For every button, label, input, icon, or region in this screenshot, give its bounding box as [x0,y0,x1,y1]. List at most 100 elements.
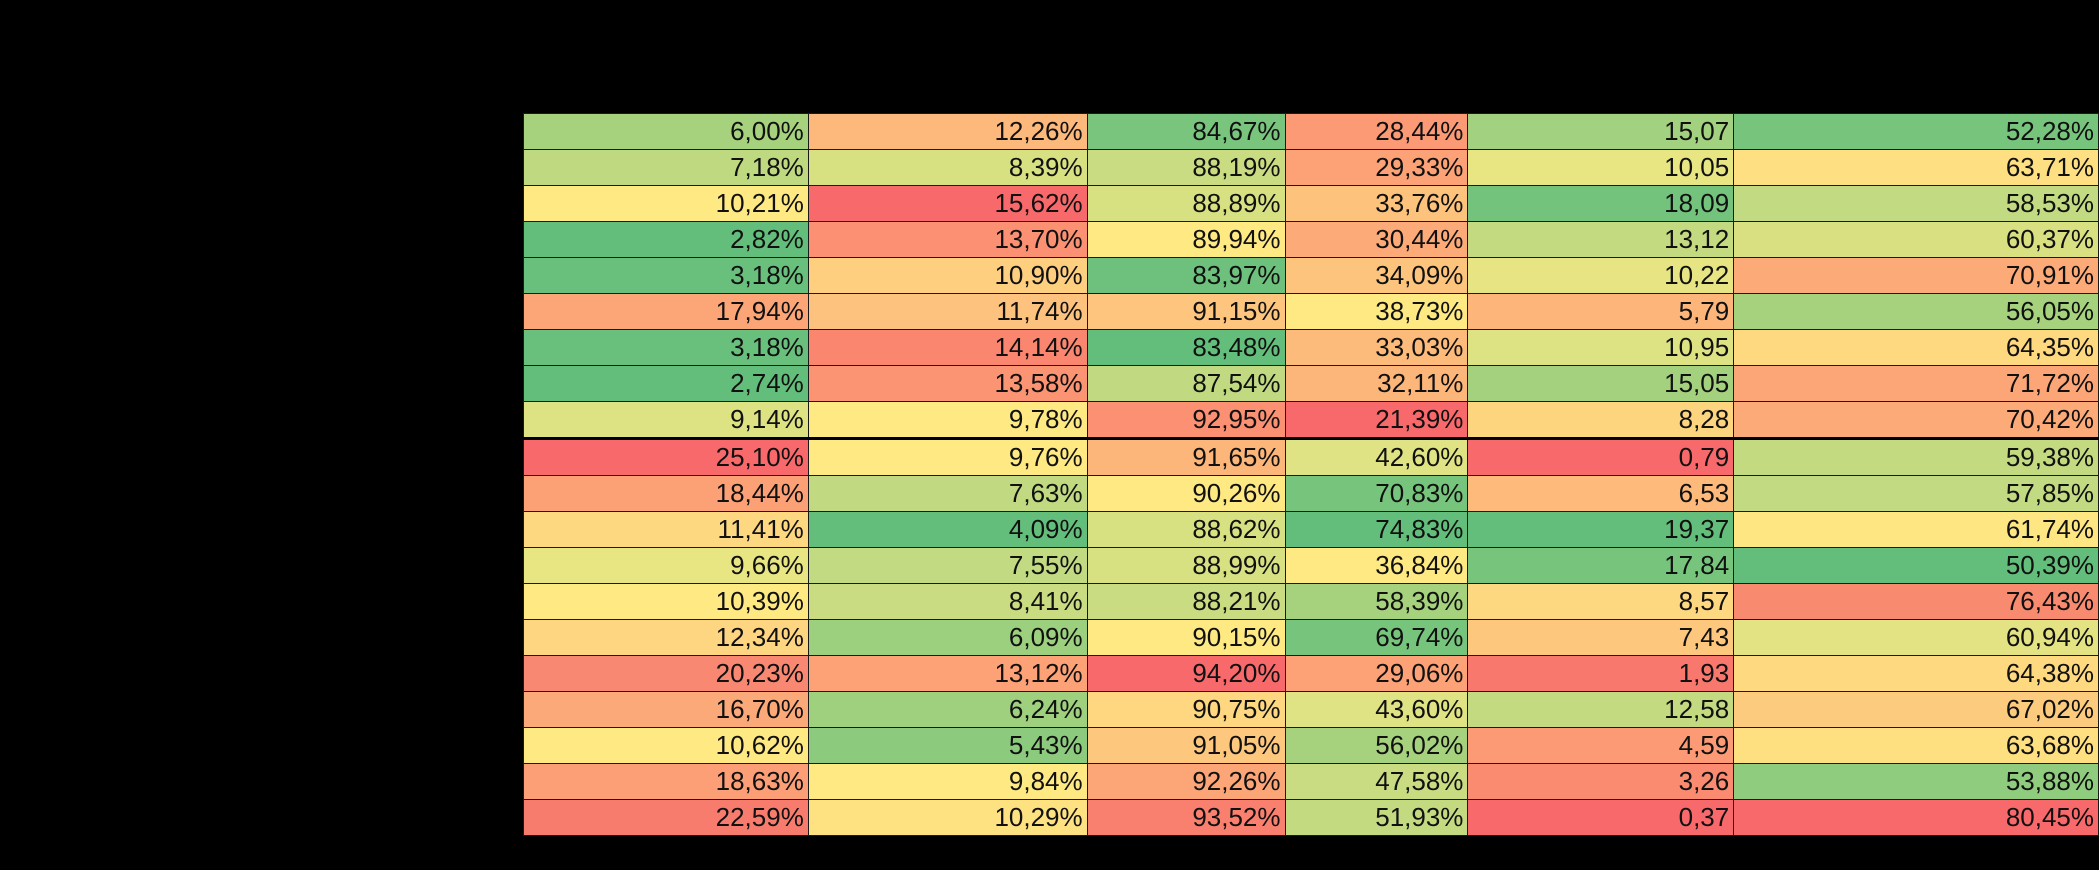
table-cell[interactable]: 92,95% [1086,401,1286,439]
table-cell[interactable]: 10,95 [1467,329,1735,366]
table-cell[interactable]: 8,57 [1467,583,1735,620]
table-cell[interactable]: 32,11% [1284,365,1469,402]
table-cell[interactable]: 88,99% [1086,547,1286,584]
table-cell[interactable]: 13,70% [807,221,1088,258]
table-cell[interactable]: 70,42% [1733,401,2099,439]
table-cell[interactable]: 34,09% [1284,257,1469,294]
table-cell[interactable]: 9,84% [807,763,1088,800]
table-cell[interactable]: 90,26% [1086,475,1286,512]
table-cell[interactable]: 84,67% [1086,113,1286,150]
table-cell[interactable]: 3,18% [523,257,809,294]
table-cell[interactable]: 58,53% [1733,185,2099,222]
table-cell[interactable]: 15,62% [807,185,1088,222]
table-cell[interactable]: 70,91% [1733,257,2099,294]
table-cell[interactable]: 10,21% [523,185,809,222]
table-cell[interactable]: 83,48% [1086,329,1286,366]
table-cell[interactable]: 47,58% [1284,763,1469,800]
table-cell[interactable]: 4,59 [1467,727,1735,764]
table-cell[interactable]: 2,82% [523,221,809,258]
table-cell[interactable]: 91,15% [1086,293,1286,330]
table-cell[interactable]: 76,43% [1733,583,2099,620]
table-cell[interactable]: 5,43% [807,727,1088,764]
table-cell[interactable]: 1,93 [1467,655,1735,692]
table-cell[interactable]: 92,26% [1086,763,1286,800]
table-cell[interactable]: 13,58% [807,365,1088,402]
table-cell[interactable]: 7,18% [523,149,809,186]
table-cell[interactable]: 88,62% [1086,511,1286,548]
table-cell[interactable]: 10,29% [807,799,1088,836]
table-cell[interactable]: 7,63% [807,475,1088,512]
table-cell[interactable]: 56,05% [1733,293,2099,330]
table-cell[interactable]: 64,38% [1733,655,2099,692]
table-cell[interactable]: 91,65% [1086,437,1286,476]
table-cell[interactable]: 12,58 [1467,691,1735,728]
table-cell[interactable]: 9,76% [807,437,1088,476]
table-cell[interactable]: 60,94% [1733,619,2099,656]
table-cell[interactable]: 64,35% [1733,329,2099,366]
table-cell[interactable]: 51,93% [1284,799,1469,836]
table-cell[interactable]: 70,83% [1284,475,1469,512]
table-cell[interactable]: 8,28 [1467,401,1735,439]
table-cell[interactable]: 15,07 [1467,113,1735,150]
table-cell[interactable]: 91,05% [1086,727,1286,764]
table-cell[interactable]: 94,20% [1086,655,1286,692]
table-cell[interactable]: 33,03% [1284,329,1469,366]
table-cell[interactable]: 57,85% [1733,475,2099,512]
table-cell[interactable]: 13,12% [807,655,1088,692]
table-cell[interactable]: 56,02% [1284,727,1469,764]
table-cell[interactable]: 7,55% [807,547,1088,584]
table-cell[interactable]: 88,89% [1086,185,1286,222]
table-cell[interactable]: 17,94% [523,293,809,330]
table-cell[interactable]: 0,37 [1467,799,1735,836]
table-cell[interactable]: 67,02% [1733,691,2099,728]
table-cell[interactable]: 74,83% [1284,511,1469,548]
table-cell[interactable]: 15,05 [1467,365,1735,402]
table-cell[interactable]: 6,00% [523,113,809,150]
table-cell[interactable]: 12,34% [523,619,809,656]
table-cell[interactable]: 8,41% [807,583,1088,620]
table-cell[interactable]: 19,37 [1467,511,1735,548]
table-cell[interactable]: 14,14% [807,329,1088,366]
table-cell[interactable]: 3,26 [1467,763,1735,800]
table-cell[interactable]: 20,23% [523,655,809,692]
table-cell[interactable]: 25,10% [523,437,809,476]
table-cell[interactable]: 11,41% [523,511,809,548]
table-cell[interactable]: 83,97% [1086,257,1286,294]
table-cell[interactable]: 63,68% [1733,727,2099,764]
table-cell[interactable]: 9,78% [807,401,1088,439]
table-cell[interactable]: 4,09% [807,511,1088,548]
table-cell[interactable]: 10,62% [523,727,809,764]
table-cell[interactable]: 6,09% [807,619,1088,656]
table-cell[interactable]: 10,39% [523,583,809,620]
table-cell[interactable]: 21,39% [1284,401,1469,439]
table-cell[interactable]: 17,84 [1467,547,1735,584]
table-cell[interactable]: 52,28% [1733,113,2099,150]
table-cell[interactable]: 33,76% [1284,185,1469,222]
table-cell[interactable]: 80,45% [1733,799,2099,836]
table-cell[interactable]: 60,37% [1733,221,2099,258]
table-cell[interactable]: 2,74% [523,365,809,402]
table-cell[interactable]: 18,44% [523,475,809,512]
table-cell[interactable]: 12,26% [807,113,1088,150]
table-cell[interactable]: 36,84% [1284,547,1469,584]
table-cell[interactable]: 10,22 [1467,257,1735,294]
table-cell[interactable]: 88,19% [1086,149,1286,186]
table-cell[interactable]: 42,60% [1284,437,1469,476]
table-cell[interactable]: 90,15% [1086,619,1286,656]
table-cell[interactable]: 0,79 [1467,437,1735,476]
table-cell[interactable]: 87,54% [1086,365,1286,402]
table-cell[interactable]: 50,39% [1733,547,2099,584]
table-cell[interactable]: 11,74% [807,293,1088,330]
table-cell[interactable]: 59,38% [1733,437,2099,476]
table-cell[interactable]: 88,21% [1086,583,1286,620]
table-cell[interactable]: 58,39% [1284,583,1469,620]
table-cell[interactable]: 29,33% [1284,149,1469,186]
table-cell[interactable]: 22,59% [523,799,809,836]
table-cell[interactable]: 29,06% [1284,655,1469,692]
table-cell[interactable]: 5,79 [1467,293,1735,330]
table-cell[interactable]: 6,53 [1467,475,1735,512]
table-cell[interactable]: 6,24% [807,691,1088,728]
table-cell[interactable]: 53,88% [1733,763,2099,800]
table-cell[interactable]: 9,66% [523,547,809,584]
table-cell[interactable]: 18,63% [523,763,809,800]
